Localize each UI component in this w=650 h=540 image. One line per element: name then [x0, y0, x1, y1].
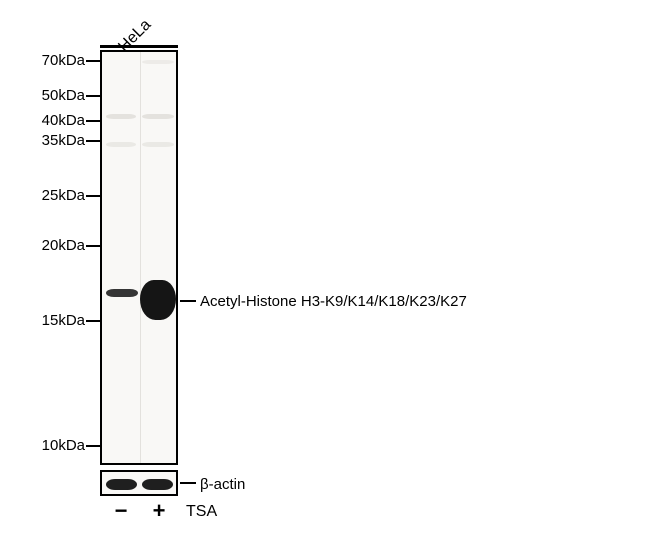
faint-band: [142, 142, 174, 147]
mw-label: 70kDa: [0, 52, 85, 69]
target-band-label: Acetyl-Histone H3-K9/K14/K18/K23/K27: [200, 293, 467, 310]
mw-label: 10kDa: [0, 437, 85, 454]
treatment-symbol-lane2: +: [144, 498, 174, 524]
mw-tick: [86, 445, 100, 447]
mw-tick: [86, 140, 100, 142]
mw-tick: [86, 245, 100, 247]
faint-band: [106, 142, 136, 147]
faint-band: [106, 114, 136, 119]
loading-band-lane1: [106, 479, 137, 490]
target-band-lane1: [106, 289, 138, 297]
lane-divider: [140, 52, 141, 463]
mw-tick: [86, 320, 100, 322]
mw-label: 40kDa: [0, 112, 85, 129]
loading-control-membrane: [100, 470, 178, 496]
loading-band-lane2: [142, 479, 173, 490]
mw-label: 25kDa: [0, 187, 85, 204]
western-blot-figure: HeLa 70kDa 50kDa 40kDa 35kDa 25kDa 20kDa…: [0, 0, 650, 540]
treatment-symbol-lane1: −: [106, 498, 136, 524]
mw-tick: [86, 95, 100, 97]
loading-band-tick: [180, 482, 196, 484]
treatment-name: TSA: [186, 503, 217, 521]
mw-tick: [86, 120, 100, 122]
mw-label: 20kDa: [0, 237, 85, 254]
mw-label: 15kDa: [0, 312, 85, 329]
sample-bar: [100, 45, 178, 48]
mw-label: 35kDa: [0, 132, 85, 149]
target-band-tick: [180, 300, 196, 302]
main-gel-membrane: [100, 50, 178, 465]
faint-band: [142, 114, 174, 119]
mw-tick: [86, 195, 100, 197]
mw-tick: [86, 60, 100, 62]
loading-band-label: β-actin: [200, 476, 245, 493]
mw-label: 50kDa: [0, 87, 85, 104]
target-band-lane2: [140, 280, 176, 320]
faint-band: [142, 60, 174, 64]
